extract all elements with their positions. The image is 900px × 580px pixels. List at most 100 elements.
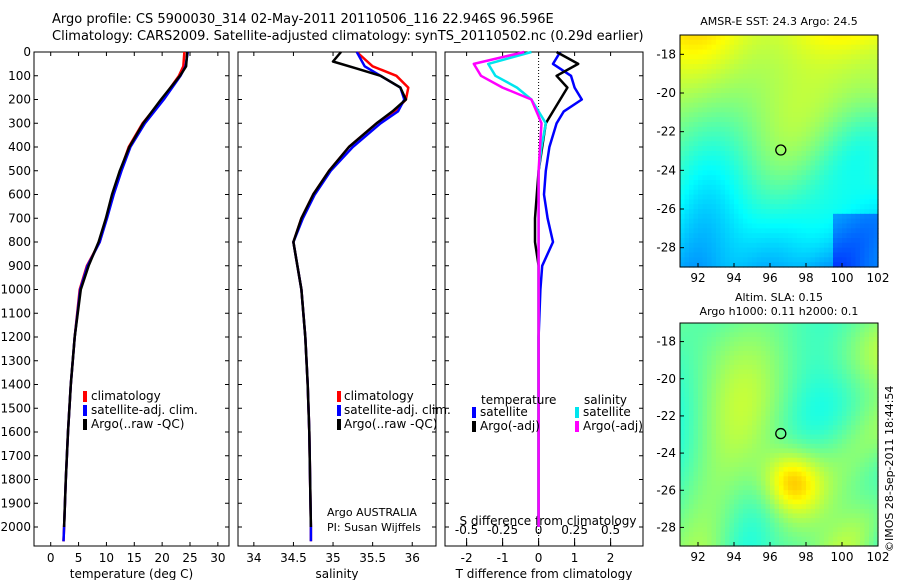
map-cell	[824, 397, 830, 403]
map-cell	[828, 443, 834, 450]
map-cell	[756, 131, 762, 138]
map-cell	[855, 383, 861, 389]
map-cell	[828, 471, 834, 477]
map-cell	[842, 480, 848, 487]
map-cell	[707, 536, 713, 542]
map-cell	[779, 107, 785, 113]
map-cell	[851, 252, 857, 258]
map-cell	[837, 189, 843, 196]
map-cell	[833, 383, 839, 389]
map-cell	[689, 350, 695, 357]
map-cell	[783, 64, 789, 70]
map-cell	[702, 247, 708, 254]
map-cell	[765, 406, 771, 412]
map-cell	[743, 136, 749, 142]
map-cell	[846, 83, 852, 89]
map-cell	[698, 160, 704, 167]
map-cell	[792, 462, 798, 468]
map-cell	[761, 425, 767, 431]
map-cell	[810, 223, 816, 229]
map-cell	[855, 323, 861, 329]
map-cell	[783, 112, 789, 118]
map-cell	[747, 369, 753, 375]
sst-map-title: AMSR-E SST: 24.3 Argo: 24.5	[700, 15, 858, 28]
map-cell	[680, 355, 686, 361]
map-cell	[720, 141, 726, 147]
map-cell	[747, 141, 753, 147]
map-cell	[801, 490, 807, 496]
map-cell	[869, 327, 875, 333]
map-cell	[689, 522, 695, 529]
map-cell	[860, 68, 866, 75]
map-cell	[801, 392, 807, 398]
map-cell	[779, 252, 785, 258]
map-cell	[761, 213, 767, 220]
map-cell	[680, 476, 686, 482]
map-cell	[693, 476, 699, 482]
map-cell	[729, 388, 735, 394]
map-cell	[797, 228, 803, 234]
map-cell	[765, 457, 771, 463]
map-cell	[734, 78, 740, 84]
map-cell	[819, 54, 825, 60]
map-cell	[752, 327, 758, 333]
map-cell	[788, 228, 794, 234]
map-cell	[837, 397, 843, 403]
map-cell	[743, 504, 749, 510]
map-cell	[797, 448, 803, 454]
map-cell	[738, 541, 744, 547]
map-cell	[860, 252, 866, 258]
map-cell	[756, 327, 762, 333]
map-cell	[824, 336, 830, 343]
map-cell	[851, 453, 857, 459]
map-cell	[711, 126, 717, 133]
map-cell	[756, 406, 762, 412]
map-cell	[869, 189, 875, 196]
map-cell	[756, 392, 762, 398]
map-cell	[792, 439, 798, 445]
map-cell	[693, 122, 699, 128]
map-cell	[734, 44, 740, 51]
map-cell	[824, 146, 830, 152]
map-cell	[707, 223, 713, 229]
map-cell	[684, 476, 690, 482]
map-cell	[788, 494, 794, 501]
map-cell	[702, 88, 708, 94]
map-cell	[860, 78, 866, 84]
map-cell	[779, 122, 785, 128]
map-cell	[774, 233, 780, 239]
map-cell	[783, 355, 789, 361]
map-cell	[707, 332, 713, 338]
map-cell	[810, 59, 816, 65]
map-cell	[761, 434, 767, 440]
map-cell	[851, 223, 857, 229]
map-cell	[752, 93, 758, 99]
map-cell	[725, 93, 731, 99]
map-cell	[729, 434, 735, 440]
legend-swatch	[83, 405, 87, 416]
map-cell	[765, 332, 771, 338]
map-cell	[770, 453, 776, 459]
map-cell	[801, 97, 807, 104]
map-cell	[756, 122, 762, 128]
map-cell	[770, 392, 776, 398]
map-cell	[864, 532, 870, 538]
map-cell	[837, 443, 843, 450]
map-cell	[761, 44, 767, 51]
map-cell	[797, 494, 803, 501]
map-cell	[774, 471, 780, 477]
map-cell	[761, 175, 767, 181]
map-cell	[711, 346, 717, 352]
map-cell	[833, 508, 839, 515]
map-cell	[725, 262, 731, 268]
map-cell	[689, 518, 695, 524]
map-cell	[806, 136, 812, 142]
map-cell	[770, 44, 776, 51]
map-cell	[693, 346, 699, 352]
map-cell	[680, 374, 686, 380]
map-cell	[770, 378, 776, 384]
map-cell	[792, 184, 798, 191]
map-cell	[824, 453, 830, 459]
map-cell	[752, 209, 758, 215]
map-cell	[680, 346, 686, 352]
